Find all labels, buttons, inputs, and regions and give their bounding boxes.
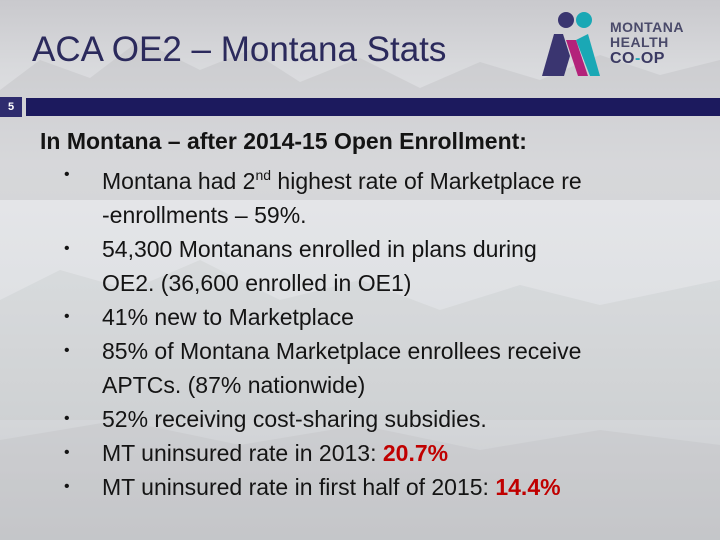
- logo-line-2: HEALTH: [610, 34, 669, 50]
- people-logo-icon: [542, 12, 600, 76]
- uninsured-2015-value: 14.4%: [495, 474, 561, 500]
- bullet-item: • Montana had 2nd highest rate of Market…: [40, 158, 710, 232]
- bullet-icon: •: [64, 478, 70, 495]
- bullet-item: • 52% receiving cost-sharing subsidies.: [40, 402, 710, 436]
- bullet-item: • 54,300 Montanans enrolled in plans dur…: [40, 232, 710, 300]
- bullet-icon: •: [64, 410, 70, 427]
- logo-line-3: CO-OP: [610, 50, 665, 67]
- slide-title: ACA OE2 – Montana Stats: [32, 30, 447, 69]
- logo-wordmark: MONTANA HEALTH CO-OP: [610, 19, 685, 67]
- slide-number: 5: [0, 97, 22, 117]
- bullet-icon: •: [64, 444, 70, 461]
- bullet-icon: •: [64, 308, 70, 325]
- bullet-icon: •: [64, 166, 70, 183]
- montana-health-coop-logo: MONTANA HEALTH CO-OP: [536, 10, 716, 82]
- body-heading: In Montana – after 2014-15 Open Enrollme…: [40, 128, 527, 154]
- bullet-icon: •: [64, 342, 70, 359]
- bullet-item: • MT uninsured rate in 2013: 20.7%: [40, 436, 710, 470]
- logo-line-1: MONTANA: [610, 19, 685, 35]
- bullet-item: • 85% of Montana Marketplace enrollees r…: [40, 334, 710, 402]
- bullet-icon: •: [64, 240, 70, 257]
- bullet-item: • 41% new to Marketplace: [40, 300, 710, 334]
- uninsured-2013-value: 20.7%: [382, 440, 449, 466]
- bullet-item: • MT uninsured rate in first half of 201…: [40, 470, 710, 504]
- title-rule-bar: [26, 98, 720, 116]
- slide-body: In Montana – after 2014-15 Open Enrollme…: [40, 124, 710, 504]
- bullet-list: • Montana had 2nd highest rate of Market…: [40, 158, 710, 504]
